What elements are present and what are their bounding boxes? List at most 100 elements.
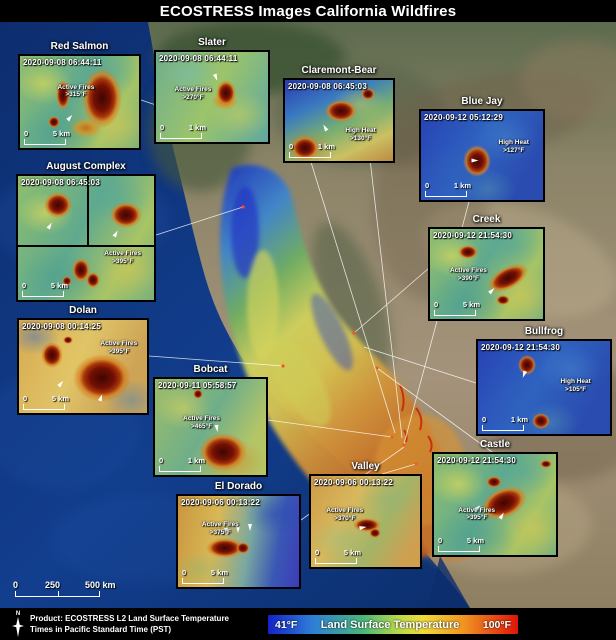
inset-image: 2020-09-12 21:54:30 Active Fires >390°F 0… — [428, 227, 545, 321]
product-caption: Product: ECOSTRESS L2 Land Surface Tempe… — [30, 613, 229, 635]
inset-image: 2020-09-08 06:44:11 Active Fires >270°F 0… — [154, 50, 270, 144]
fire-pointer-arrow — [57, 379, 65, 388]
inset-title: Bullfrog — [524, 326, 564, 337]
timestamp: 2020-09-06 00:13:22 — [314, 478, 393, 487]
fire-blob — [63, 336, 73, 344]
fire-label: Active Fires >395°F — [104, 250, 142, 266]
inset-title: Bobcat — [193, 364, 228, 375]
timestamp: 2020-09-12 05:12:29 — [424, 113, 503, 122]
fire-blob — [72, 258, 90, 282]
inset-blue-jay: Blue Jay 2020-09-12 05:12:29 High Heat >1… — [419, 96, 545, 202]
fire-label: High Heat >130°F — [345, 126, 376, 142]
fire-label: Active Fires >395°F — [100, 340, 138, 356]
fire-label: Active Fires >270°F — [174, 86, 212, 101]
timestamp: 2020-09-08 06:44:11 — [23, 58, 102, 67]
inset-image: 2020-09-12 21:54:30 Active Fires >395°F 0… — [432, 452, 558, 557]
inset-title: Castle — [479, 439, 510, 450]
inset-title: Slater — [198, 37, 226, 48]
timestamp: 2020-09-08 06:44:11 — [159, 54, 238, 63]
fire-blob — [369, 528, 381, 538]
inset-image: 2020-09-08 06:44:11 Active Fires >315°F 0… — [18, 54, 141, 150]
inset-image: 2020-09-11 05:58:57 Active Fires >465°F 0… — [153, 377, 268, 477]
fire-blob — [86, 272, 100, 288]
fire-label: Active Fires >370°F — [326, 506, 364, 522]
fire-blob — [44, 192, 72, 218]
inset-claremont-bear: Claremont-Bear 2020-09-08 06:45:03 High … — [283, 65, 395, 163]
fire-blob — [48, 116, 60, 128]
fire-blob — [110, 202, 142, 228]
fire-blob — [236, 542, 250, 554]
fire-blob — [216, 80, 236, 106]
page-title: ECOSTRESS Images California Wildfires — [0, 0, 616, 22]
fire-blob — [532, 413, 550, 429]
product-line-1: Product: ECOSTRESS L2 Land Surface Tempe… — [30, 614, 230, 623]
fire-blob — [199, 433, 247, 471]
footer-bar: N Product: ECOSTRESS L2 Land Surface Tem… — [0, 608, 616, 640]
fire-label: High Heat >105°F — [560, 378, 591, 393]
fire-pointer-arrow — [248, 524, 252, 531]
map-scale-500: 500 km — [85, 580, 116, 590]
map-scale-0: 0 — [13, 580, 19, 590]
inset-title: August Complex — [46, 161, 126, 172]
fire-label: Active Fires >465°F — [183, 415, 221, 431]
timestamp: 2020-09-12 21:54:30 — [433, 231, 512, 240]
inset-bobcat: Bobcat 2020-09-11 05:58:57 Active Fires >… — [153, 364, 268, 477]
timestamp: 2020-09-12 21:54:30 — [481, 343, 560, 352]
fire-label: Active Fires >375°F — [201, 521, 239, 537]
fire-blob — [82, 68, 122, 128]
colorbar-min: 41°F — [275, 618, 298, 631]
fire-blob — [62, 276, 72, 286]
inset-title: Valley — [351, 461, 380, 472]
timestamp: 2020-09-08 06:45:03 — [21, 178, 100, 187]
timestamp: 2020-09-06 00:13:22 — [181, 498, 260, 507]
inset-image: 2020-09-06 00:13:22 Active Fires >375°F 0… — [176, 494, 301, 589]
fire-blob — [206, 538, 244, 558]
product-line-2: Times in Pacific Standard Time (PST) — [30, 625, 172, 634]
fire-label: Active Fires >315°F — [57, 83, 95, 99]
fire-pointer-arrow — [112, 229, 120, 238]
map-scale-250: 250 — [45, 580, 61, 590]
fire-blob — [73, 354, 131, 402]
north-label: N — [15, 611, 21, 617]
fire-blob — [518, 355, 536, 375]
inset-image: 2020-09-06 00:13:22 Active Fires >370°F 0… — [309, 474, 422, 569]
timestamp: 2020-09-08 06:45:03 — [288, 82, 367, 91]
inset-castle: Castle 2020-09-12 21:54:30 Active Fires >… — [432, 439, 558, 557]
inset-image: 2020-09-08 06:45:03 Active Fires >395°F 0… — [16, 174, 156, 302]
inset-title: Creek — [472, 214, 501, 225]
inset-slater: Slater 2020-09-08 06:44:11 Active Fires >… — [154, 37, 270, 144]
colorbar-title: Land Surface Temperature — [320, 618, 460, 631]
inset-title: Red Salmon — [50, 41, 109, 52]
timestamp: 2020-09-11 05:58:57 — [158, 381, 237, 390]
fire-blob — [41, 342, 63, 368]
fire-blob — [486, 476, 502, 488]
fire-pointer-arrow — [46, 221, 54, 230]
inset-title: Claremont-Bear — [301, 65, 377, 76]
timestamp: 2020-09-12 21:54:30 — [437, 456, 516, 465]
fire-scars — [399, 384, 433, 453]
inset-dolan: Dolan 2020-09-08 00:14:25 Active Fires >3… — [17, 305, 149, 415]
inset-red-salmon: Red Salmon 2020-09-08 06:44:11 Active Fi… — [18, 41, 141, 150]
fire-blob — [463, 145, 491, 177]
fire-label: Active Fires >390°F — [449, 266, 487, 282]
map-scale-bar: 0 250 500 km — [13, 580, 133, 597]
inset-el-dorado: El Dorado 2020-09-06 00:13:22 Active Fir… — [176, 481, 301, 589]
fire-blob — [193, 389, 203, 399]
inset-image: 2020-09-08 00:14:25 Active Fires >395°F 0… — [17, 318, 149, 415]
inset-creek: Creek 2020-09-12 21:54:30 Active Fires >3… — [428, 214, 545, 321]
fire-blob — [458, 245, 478, 259]
fire-pointer-arrow — [321, 123, 329, 132]
